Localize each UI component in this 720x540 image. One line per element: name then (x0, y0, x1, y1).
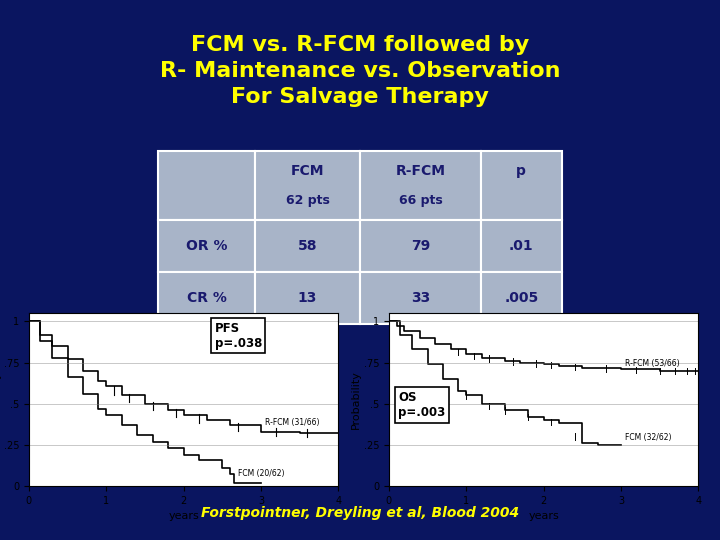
FancyBboxPatch shape (481, 272, 562, 324)
Text: 79: 79 (411, 239, 430, 253)
Text: FCM: FCM (291, 164, 324, 178)
FancyBboxPatch shape (158, 151, 255, 220)
Text: FCM (32/62): FCM (32/62) (625, 433, 671, 442)
FancyBboxPatch shape (360, 272, 481, 324)
Text: .01: .01 (509, 239, 534, 253)
Text: OS
p=.003: OS p=.003 (398, 391, 446, 419)
FancyBboxPatch shape (360, 220, 481, 272)
FancyBboxPatch shape (158, 272, 255, 324)
Text: R-FCM (31/66): R-FCM (31/66) (265, 418, 320, 427)
Text: OR %: OR % (186, 239, 228, 253)
FancyBboxPatch shape (158, 220, 255, 272)
FancyBboxPatch shape (255, 272, 360, 324)
Text: .005: .005 (504, 291, 539, 305)
Text: 58: 58 (298, 239, 318, 253)
Text: R-FCM (53/66): R-FCM (53/66) (625, 359, 680, 368)
FancyBboxPatch shape (360, 151, 481, 220)
FancyBboxPatch shape (481, 151, 562, 220)
Text: R-FCM: R-FCM (395, 164, 446, 178)
Text: FCM vs. R-FCM followed by
R- Maintenance vs. Observation
For Salvage Therapy: FCM vs. R-FCM followed by R- Maintenance… (160, 36, 560, 106)
Text: Forstpointner, Dreyling et al, Blood 2004: Forstpointner, Dreyling et al, Blood 200… (201, 506, 519, 520)
Text: 66 pts: 66 pts (399, 194, 442, 207)
FancyBboxPatch shape (481, 220, 562, 272)
Y-axis label: Probability: Probability (351, 370, 361, 429)
FancyBboxPatch shape (255, 151, 360, 220)
Text: 33: 33 (411, 291, 430, 305)
Text: 62 pts: 62 pts (286, 194, 330, 207)
Text: 13: 13 (298, 291, 318, 305)
FancyBboxPatch shape (255, 220, 360, 272)
Text: CR %: CR % (187, 291, 227, 305)
Text: FCM (20/62): FCM (20/62) (238, 469, 284, 478)
Text: PFS
p=.038: PFS p=.038 (215, 322, 262, 350)
X-axis label: years: years (528, 511, 559, 521)
Y-axis label: Probability: Probability (0, 370, 1, 429)
X-axis label: years: years (168, 511, 199, 521)
Text: p: p (516, 164, 526, 178)
